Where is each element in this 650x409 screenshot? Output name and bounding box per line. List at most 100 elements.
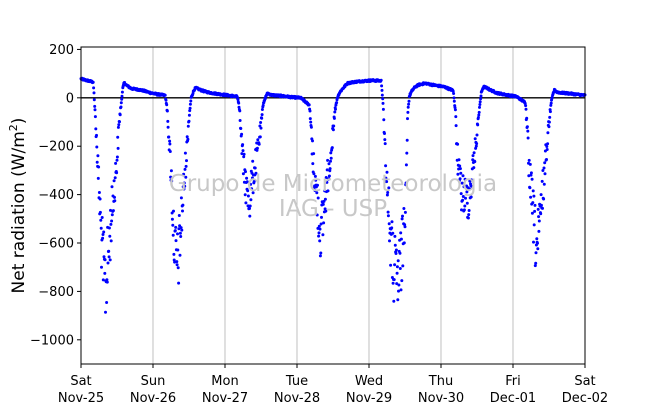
x-tick-label-day: Tue bbox=[285, 374, 308, 389]
data-point bbox=[256, 138, 260, 142]
data-point bbox=[529, 171, 533, 175]
data-point bbox=[308, 117, 312, 121]
data-point bbox=[107, 249, 111, 253]
data-point bbox=[381, 101, 385, 105]
data-point bbox=[311, 139, 314, 143]
data-point bbox=[170, 217, 174, 221]
y-tick-label: 200 bbox=[49, 43, 74, 58]
y-tick-label: −400 bbox=[38, 188, 74, 203]
data-point bbox=[332, 124, 336, 128]
data-point bbox=[101, 233, 105, 236]
x-tick-label-date: Dec-01 bbox=[490, 391, 536, 406]
data-point bbox=[380, 93, 384, 97]
data-point bbox=[184, 164, 188, 168]
data-point bbox=[245, 180, 249, 184]
data-point bbox=[546, 142, 550, 146]
data-point bbox=[187, 119, 191, 123]
data-point bbox=[456, 172, 460, 176]
data-point bbox=[260, 116, 264, 120]
data-point bbox=[396, 259, 400, 263]
data-point bbox=[470, 178, 474, 182]
data-point bbox=[184, 175, 188, 179]
data-point bbox=[106, 261, 110, 265]
data-point bbox=[543, 161, 547, 165]
data-point bbox=[321, 233, 325, 237]
data-point bbox=[186, 124, 190, 128]
data-point bbox=[241, 149, 245, 153]
data-point bbox=[238, 119, 242, 122]
data-point bbox=[478, 103, 482, 106]
data-point bbox=[312, 172, 316, 176]
data-point bbox=[308, 109, 312, 113]
data-point bbox=[329, 159, 332, 163]
data-point bbox=[244, 170, 247, 174]
data-point bbox=[403, 225, 407, 229]
data-point bbox=[107, 226, 111, 230]
data-point bbox=[176, 232, 179, 236]
y-axis-label-close: ) bbox=[9, 118, 29, 125]
data-point bbox=[386, 210, 390, 214]
data-point bbox=[118, 113, 122, 117]
data-point bbox=[539, 212, 543, 216]
data-point bbox=[398, 251, 402, 255]
data-point bbox=[383, 132, 386, 135]
data-point bbox=[390, 220, 394, 224]
data-point bbox=[533, 264, 537, 268]
data-point bbox=[103, 271, 107, 275]
data-point bbox=[465, 201, 469, 205]
data-point bbox=[395, 282, 399, 286]
data-point bbox=[103, 258, 107, 262]
data-point bbox=[461, 195, 465, 198]
data-point bbox=[96, 154, 100, 158]
data-point bbox=[108, 258, 112, 262]
vertical-gridlines bbox=[152, 47, 514, 364]
data-point bbox=[383, 138, 387, 142]
data-point bbox=[526, 129, 530, 133]
data-point bbox=[167, 135, 171, 139]
data-point bbox=[476, 123, 480, 127]
data-point bbox=[170, 179, 174, 183]
data-point bbox=[92, 91, 96, 95]
data-point bbox=[311, 162, 315, 166]
data-point bbox=[384, 164, 388, 168]
data-point bbox=[180, 228, 184, 232]
y-tick-label: 0 bbox=[66, 91, 74, 106]
data-point bbox=[524, 107, 528, 111]
data-point bbox=[531, 189, 535, 193]
y-tick-label: −1000 bbox=[30, 333, 74, 348]
data-point bbox=[472, 151, 476, 155]
x-tick-label-day: Mon bbox=[211, 374, 238, 389]
data-point bbox=[115, 155, 119, 159]
data-point bbox=[175, 260, 179, 264]
data-point bbox=[113, 195, 116, 199]
data-point bbox=[473, 137, 477, 141]
x-tick-label-date: Nov-29 bbox=[346, 391, 392, 406]
data-point bbox=[465, 190, 469, 194]
data-point bbox=[545, 148, 549, 151]
data-point bbox=[547, 125, 551, 129]
data-point bbox=[394, 252, 398, 255]
x-tick-label-day: Fri bbox=[505, 374, 521, 389]
data-point bbox=[246, 194, 250, 198]
data-point bbox=[318, 254, 322, 258]
data-point bbox=[331, 128, 335, 132]
data-point bbox=[309, 125, 313, 129]
data-point bbox=[461, 174, 465, 178]
data-point bbox=[549, 103, 553, 107]
data-point bbox=[399, 231, 403, 235]
x-tick-label-day: Sat bbox=[70, 374, 91, 389]
data-point bbox=[392, 299, 396, 303]
data-point bbox=[524, 104, 528, 108]
data-point bbox=[462, 208, 466, 212]
data-point bbox=[182, 187, 186, 191]
data-point bbox=[458, 167, 462, 171]
data-point bbox=[249, 182, 253, 186]
data-point bbox=[191, 91, 195, 95]
data-point bbox=[105, 301, 109, 304]
data-point bbox=[102, 255, 106, 259]
data-point bbox=[547, 120, 551, 124]
data-point bbox=[391, 281, 395, 285]
data-point bbox=[379, 78, 383, 82]
data-point bbox=[324, 209, 328, 213]
